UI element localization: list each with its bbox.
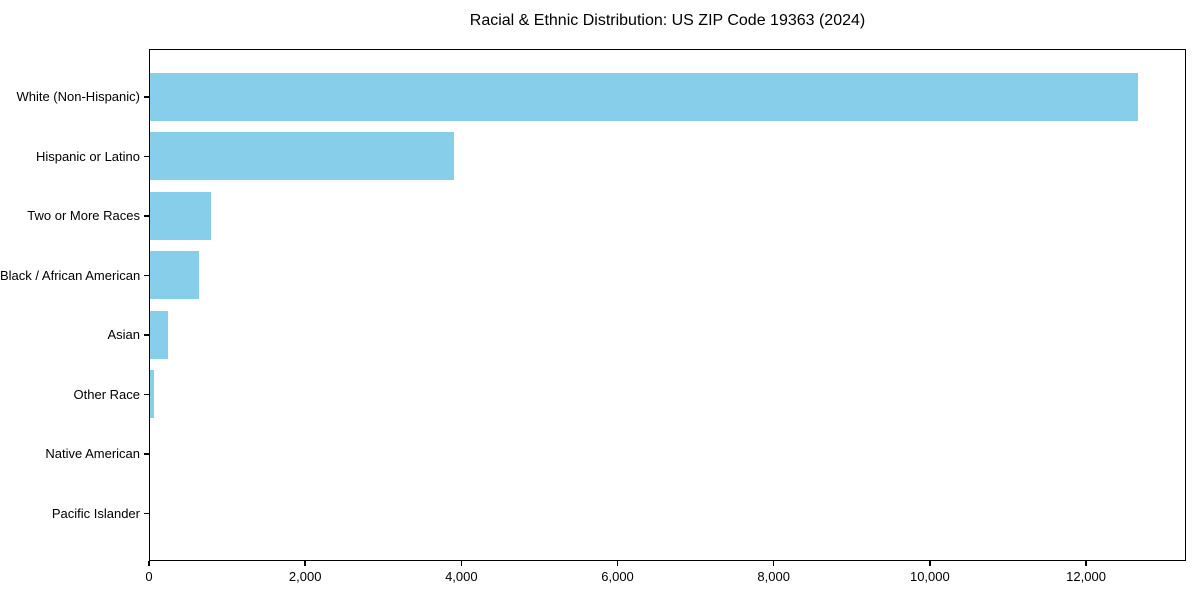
- x-tick-label-10000: 10,000: [909, 569, 950, 584]
- bar-other-race: [150, 370, 154, 418]
- bar-hispanic-or-latino: [150, 132, 454, 180]
- x-tick-label-6000: 6,000: [601, 569, 634, 584]
- y-tick-label-black-african-american: Black / African American: [0, 267, 141, 283]
- x-tick-label-4000: 4,000: [445, 569, 478, 584]
- x-tick-mark: [772, 561, 775, 566]
- x-tick-mark: [148, 561, 150, 566]
- y-tick-mark: [144, 453, 149, 455]
- x-tick-mark: [1085, 561, 1087, 566]
- x-tick-label-0: 0: [145, 569, 153, 584]
- y-tick-label-white-non-hispanic: White (Non-Hispanic): [16, 89, 140, 104]
- y-tick-mark: [144, 155, 149, 158]
- x-tick-mark: [929, 561, 931, 566]
- y-tick-mark: [144, 334, 149, 336]
- x-tick-label-2000: 2,000: [288, 569, 322, 584]
- bar-asian: [150, 310, 168, 359]
- x-tick-mark: [616, 561, 619, 566]
- chart-title: Racial & Ethnic Distribution: US ZIP Cod…: [469, 12, 866, 29]
- y-tick-label-asian: Asian: [107, 327, 140, 342]
- y-tick-mark: [144, 274, 149, 277]
- y-tick-mark: [144, 96, 149, 98]
- y-tick-label-two-or-more-races: Two or More Races: [27, 208, 140, 223]
- y-tick-mark: [144, 512, 149, 515]
- y-tick-label-hispanic-or-latino: Hispanic or Latino: [35, 148, 140, 164]
- x-tick-label-8000: 8,000: [757, 569, 790, 584]
- x-tick-mark: [460, 561, 463, 566]
- bar-black-african-american: [150, 251, 200, 299]
- plot-area: [149, 49, 1186, 561]
- y-tick-label-native-american: Native American: [45, 446, 140, 461]
- y-tick-mark: [144, 393, 149, 396]
- bar-two-or-more-races: [150, 191, 211, 240]
- x-tick-mark: [304, 561, 306, 566]
- y-tick-mark: [144, 215, 149, 217]
- y-tick-label-other-race: Other Race: [73, 386, 140, 402]
- bar-white-non-hispanic: [150, 72, 1138, 121]
- x-tick-label-12000: 12,000: [1066, 569, 1106, 584]
- y-tick-label-pacific-islander: Pacific Islander: [51, 505, 140, 521]
